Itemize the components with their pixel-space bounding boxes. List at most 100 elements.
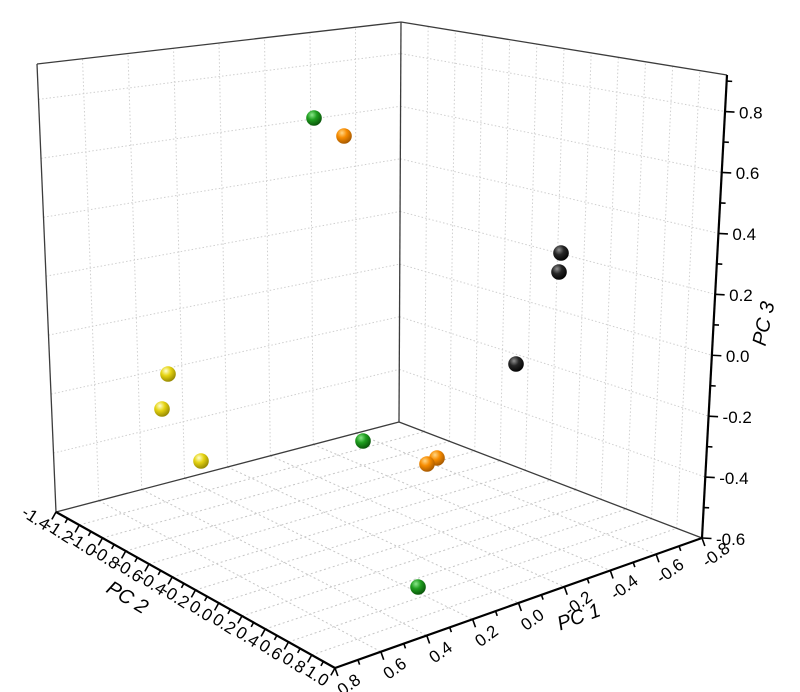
- grid-line: [125, 450, 475, 552]
- minor-tick: [157, 570, 162, 576]
- grid-line: [102, 440, 450, 539]
- grid-line: [45, 210, 401, 277]
- grid-line: [172, 469, 526, 578]
- tick: [655, 553, 660, 563]
- tick: [330, 667, 336, 676]
- tick: [334, 667, 339, 677]
- tick: [721, 171, 732, 174]
- data-point-yellow: [193, 453, 209, 469]
- data-point-yellow: [154, 401, 170, 417]
- tick: [306, 654, 313, 663]
- minor-tick: [203, 596, 208, 602]
- grid-line: [575, 52, 592, 490]
- minor-tick: [134, 557, 139, 563]
- tick-label: 0.6: [736, 164, 760, 183]
- grid-line: [550, 48, 565, 481]
- tick: [213, 602, 220, 611]
- axis-pc3-line: [700, 74, 729, 539]
- tick-label: -0.4: [719, 469, 748, 488]
- grid-line: [625, 61, 646, 510]
- minor-tick: [296, 648, 301, 654]
- data-point-black: [551, 264, 567, 280]
- tick: [701, 537, 706, 547]
- grid-line: [241, 498, 602, 617]
- data-point-orange: [336, 128, 352, 144]
- tick: [724, 110, 735, 113]
- left-wall: [37, 22, 401, 512]
- grid-line: [355, 27, 357, 434]
- minor-tick: [586, 578, 590, 584]
- tick: [51, 511, 57, 520]
- grid-line: [265, 508, 627, 630]
- grid-line: [400, 53, 726, 113]
- box-edge: [398, 421, 703, 539]
- tick: [718, 232, 728, 235]
- tick: [144, 563, 150, 572]
- grid-line: [651, 66, 674, 519]
- tick-label: -0.2: [723, 408, 752, 427]
- minor-tick: [250, 622, 255, 628]
- tick: [283, 641, 290, 650]
- box-edge: [398, 21, 402, 423]
- minor-tick: [448, 627, 453, 633]
- tick: [517, 602, 523, 612]
- box-edge: [55, 421, 400, 513]
- tick-label: 0.4: [732, 225, 756, 244]
- tick: [167, 576, 173, 585]
- tick: [609, 570, 614, 579]
- minor-tick: [494, 610, 498, 617]
- data-point-black: [553, 245, 569, 261]
- minor-tick: [87, 531, 92, 537]
- data-point-green: [306, 110, 322, 126]
- tick-label: 0.0: [517, 605, 547, 634]
- tick: [74, 524, 80, 533]
- tick: [190, 589, 197, 598]
- grid-line: [141, 489, 427, 636]
- grid-line: [313, 444, 611, 571]
- data-point-green: [355, 433, 371, 449]
- minor-tick: [110, 544, 115, 550]
- data-point-orange: [419, 456, 435, 472]
- grid-line: [474, 35, 483, 452]
- data-point-yellow: [160, 366, 176, 382]
- tick-label: 0.2: [729, 286, 753, 305]
- box-edge: [400, 21, 728, 76]
- tick: [380, 651, 385, 661]
- tick: [260, 628, 266, 637]
- tick-label: 0.2: [471, 621, 501, 650]
- grid-line: [148, 460, 501, 565]
- tick: [97, 537, 104, 546]
- tick: [708, 415, 719, 418]
- tick: [705, 476, 715, 479]
- tick: [237, 615, 243, 624]
- grid-line: [676, 70, 701, 529]
- floor: [56, 422, 702, 668]
- grid-line: [38, 53, 401, 100]
- tick-label: 0.0: [726, 347, 750, 366]
- minor-tick: [227, 609, 232, 615]
- minor-tick: [180, 583, 185, 589]
- grid-line: [48, 263, 400, 336]
- tick: [711, 354, 722, 357]
- tick: [715, 293, 725, 296]
- minor-tick: [273, 635, 278, 641]
- grid-line: [227, 466, 519, 604]
- minor-tick: [403, 643, 407, 649]
- grid-line: [524, 44, 538, 471]
- tick-label: 0.4: [426, 638, 456, 667]
- minor-tick: [357, 659, 361, 665]
- tick-label: 0.8: [739, 103, 763, 122]
- right-wall: [399, 22, 727, 538]
- grid-line: [195, 479, 551, 591]
- minor-tick: [320, 661, 325, 667]
- grid-line: [127, 53, 143, 490]
- data-point-green: [410, 579, 426, 595]
- grid-line: [43, 158, 401, 218]
- grid-line: [173, 48, 186, 479]
- minor-tick: [64, 518, 69, 524]
- tick-label: -0.6: [716, 530, 745, 549]
- axis-pc3-title: PC 3: [749, 300, 780, 348]
- tick-label: 0.6: [380, 654, 410, 683]
- grid-line: [400, 158, 719, 234]
